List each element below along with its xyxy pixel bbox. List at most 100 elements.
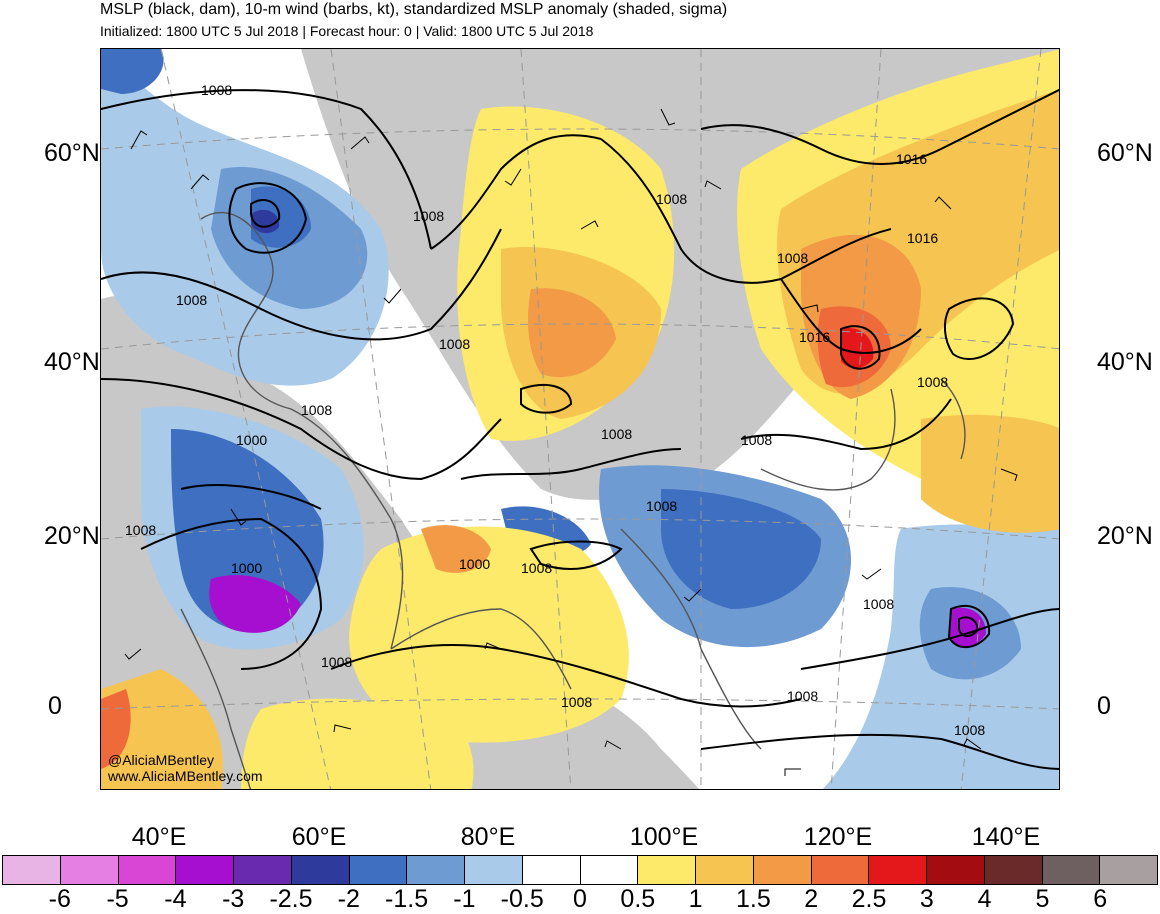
lat-label-right-20n: 20°N [1097,522,1153,550]
isobar-label: 1000 [459,556,490,572]
colorbar-tick-label: -0.5 [500,885,544,913]
lat-label-left-40n: 40°N [44,348,100,376]
colorbar-swatch [60,856,119,884]
colorbar-tick-label: 0.5 [620,885,656,913]
colorbar-swatch [522,856,581,884]
isobar-label: 1008 [601,426,632,442]
colorbar-swatch [349,856,408,884]
isobar-label: 1000 [236,432,267,448]
isobar-label: 1008 [176,292,207,308]
map-panel: 1008 1008 1008 1008 1008 1016 1016 1008 … [100,48,1060,790]
isobar-label: 1008 [561,694,592,710]
anomaly-deeporange-central-asia [528,288,616,378]
isobar-label: 1008 [777,250,808,266]
colorbar-swatch [1100,856,1157,884]
isobar-label: 1008 [863,596,894,612]
anomaly-orange-pakistan [421,525,491,573]
isobars [101,88,1059,770]
colorbar-swatch [1042,856,1101,884]
isobar-label: 1016 [907,230,938,246]
lon-label-120e: 120°E [803,823,873,851]
colorbar [2,855,1158,885]
colorbar-tick-label: -1 [453,885,476,913]
isobar-label: 1008 [125,522,156,538]
colorbar-swatch [234,856,292,884]
isobar-label: 1008 [301,402,332,418]
colorbar-tick-label: -1.5 [385,885,429,913]
colorbar-tick-label: -4 [164,885,187,913]
colorbar-swatch [811,856,870,884]
graticule [101,49,1059,789]
wind-barbs [124,108,1018,776]
colorbar-tick-label: 2.5 [851,885,887,913]
colorbar-swatch [927,856,985,884]
colorbar-tick-label: 2 [804,885,819,913]
isobar-label: 1008 [656,191,687,207]
lat-label-right-60n: 60°N [1097,139,1153,167]
colorbar-tick-label: 1 [688,885,703,913]
colorbar-tick-label: -3 [222,885,245,913]
anomaly-orange-africa [101,669,223,789]
credit-handle: @AliciaMBentley [108,752,215,768]
map-subtitle: Initialized: 1800 UTC 5 Jul 2018 | Forec… [100,23,594,39]
colorbar-tick-label: -5 [106,885,129,913]
lon-label-140e: 140°E [971,823,1041,851]
lat-label-right-0: 0 [1097,692,1111,720]
colorbar-swatch [696,856,754,884]
colorbar-tick-label: 3 [919,885,934,913]
lat-label-left-20n: 20°N [44,522,100,550]
isobar-label: 1016 [896,151,927,167]
colorbar-swatch [465,856,523,884]
colorbar-swatch [638,856,696,884]
colorbar-tick-label: 6 [1093,885,1108,913]
isobar-label: 1016 [799,329,830,345]
lat-label-left-0: 0 [48,692,62,720]
lat-label-right-40n: 40°N [1097,348,1153,376]
anomaly-yellow-indian-ocean [349,526,629,743]
isobar-labels: 1008 1008 1008 1008 1008 1016 1016 1008 … [125,82,985,738]
anomaly-blue-corner [101,49,164,94]
lon-label-80e: 80°E [460,823,516,851]
colorbar-tick-label: -2 [337,885,360,913]
colorbar-tick-label: 1.5 [736,885,771,913]
credit-text: @AliciaMBentley www.AliciaMBentley.com [108,752,263,784]
colorbar-swatch [580,856,639,884]
colorbar-swatch [3,856,61,884]
colorbar-tick-label: -6 [48,885,71,913]
isobar-label: 1008 [521,560,552,576]
isobar-label: 1008 [413,208,444,224]
isobar-label: 1008 [787,688,818,704]
colorbar-swatch [984,856,1043,884]
coastlines [180,212,966,789]
anomaly-blue-arabia-core [171,429,324,632]
colorbar-tick-label: 4 [977,885,992,913]
lat-label-left-60n: 60°N [44,139,100,167]
colorbar-swatch [118,856,177,884]
anomaly-bright-red-china [841,328,874,369]
isobar-label: 1008 [917,374,948,390]
isobar-label: 1000 [231,560,262,576]
isobar-label: 1008 [954,722,985,738]
colorbar-swatch [407,856,465,884]
isobar-label: 1008 [201,82,232,98]
anomaly-purple-arabia [209,575,301,633]
isobar-label: 1008 [646,498,677,514]
colorbar-tick-label: -2.5 [269,885,313,913]
lon-label-60e: 60°E [291,823,347,851]
anomaly-orange-north-pacific [921,414,1059,533]
lon-label-40e: 40°E [131,823,187,851]
isobar-label: 1008 [439,336,470,352]
anomaly-low-center-north [251,209,280,234]
credit-website: www.AliciaMBentley.com [108,768,263,784]
isobar-label: 1008 [741,432,772,448]
colorbar-swatch [291,856,350,884]
map-canvas: 1008 1008 1008 1008 1008 1016 1016 1008 … [101,49,1059,789]
lon-label-100e: 100°E [629,823,699,851]
colorbar-swatch [753,856,812,884]
colorbar-tick-label: 0 [573,885,587,913]
anomaly-yellow-equatorial [241,698,474,789]
map-title: MSLP (black, dam), 10-m wind (barbs, kt)… [100,1,728,18]
colorbar-swatch [869,856,927,884]
isobar-label: 1008 [321,654,352,670]
colorbar-swatch [176,856,234,884]
